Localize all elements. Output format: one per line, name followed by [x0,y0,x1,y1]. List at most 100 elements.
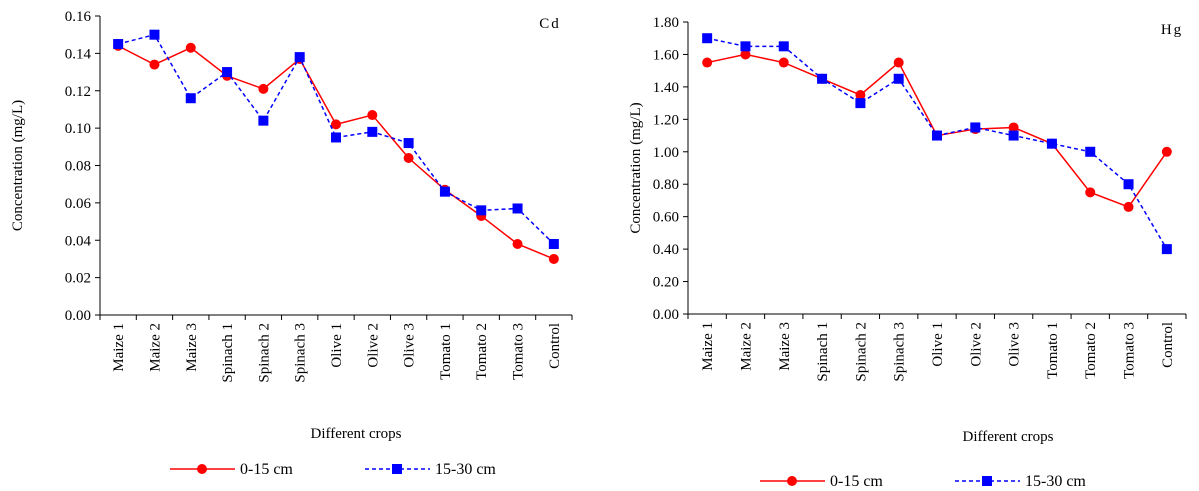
y-tick-label: 0.20 [653,275,679,291]
series-0-15cm-point [1123,201,1134,212]
y-tick-label: 1.00 [653,145,679,161]
chart-title: Cd [539,16,561,32]
series-15-30cm-point [548,238,559,249]
legend-label: 0-15 cm [240,461,293,478]
x-tick-label: Maize 1 [700,322,716,371]
y-tick-label: 1.80 [653,15,679,31]
x-tick-label: Olive 2 [968,322,984,367]
series-15-30cm-point [403,138,414,149]
y-tick-label: 0.00 [65,308,91,324]
series-15-30cm-point [817,73,828,84]
series-15-30cm-point [113,39,124,50]
x-tick-label: Olive 3 [1007,322,1023,367]
series-15-30cm-point [476,205,487,216]
y-tick-label: 0.10 [65,121,91,137]
y-tick-label: 0.02 [65,271,91,287]
series-15-30cm-point [185,93,196,104]
x-axis-title: Different crops [963,429,1054,445]
x-tick-label: Maize 3 [777,322,793,371]
x-tick-label: Tomato 1 [438,323,454,380]
series-15-30cm-point [1008,130,1019,141]
legend-marker [982,476,992,486]
series-15-30cm-point [149,29,160,40]
x-tick-label: Maize 1 [111,323,127,372]
series-15-30cm-point [970,122,981,133]
series-0-15cm-point [893,57,904,68]
series-15-30cm-point [702,33,713,44]
legend-marker [392,464,402,474]
x-tick-label: Control [1160,322,1176,368]
x-tick-label: Control [547,323,563,369]
series-15-30cm-point [855,98,866,109]
series-0-15cm-point [1085,187,1096,198]
series-15-30cm-point [331,132,341,143]
x-tick-label: Olive 3 [402,323,418,368]
x-tick-label: Olive 2 [365,323,381,368]
x-axis-title: Different crops [311,426,402,442]
x-tick-label: Tomato 1 [1045,322,1061,379]
series-0-15cm-point [778,57,789,68]
series-15-30cm-point [778,41,789,52]
series-15-30cm-point [294,52,305,63]
x-tick-label: Tomato 3 [511,323,527,380]
y-tick-label: 0.40 [653,242,679,258]
chart-panel-cd: 0.00 0.02 0.04 0.06 0.08 0.10 0.12 0.14 0.16 Maiz… [10,9,573,478]
legend-marker [197,464,207,474]
series-0-15cm-point [548,253,559,264]
y-tick-label: 1.40 [653,80,679,96]
series-0-15cm-point [258,83,269,94]
series-0-15cm-point [403,153,414,164]
y-tick-label: 0.16 [65,9,92,25]
series-0-15cm-point [702,57,713,68]
series-15-30cm-point [1123,179,1134,190]
x-tick-label: Tomato 3 [1122,322,1138,379]
series-0-15cm-point [740,49,751,60]
y-tick-label: 0.60 [653,210,679,226]
series-15-30cm-point [512,203,523,214]
series-0-15cm-point [512,238,523,249]
series-15-30cm-point [1161,244,1172,255]
x-tick-label: Maize 3 [184,323,200,372]
legend: 0-15 cm 15-30 cm [170,461,496,478]
y-tick-label: 0.80 [653,177,679,193]
y-tick-label: 0.14 [65,46,92,62]
y-axis-title: Concentration (mg/L) [10,100,26,231]
legend-marker [787,476,797,486]
series-15-30cm-point [1046,138,1057,149]
y-tick-label: 0.04 [65,233,92,249]
series-0-15cm-point [149,59,160,70]
series-15-30cm-point [740,41,751,52]
series-0-15cm-line [117,45,555,260]
y-axis-title: Concentration (mg/L) [628,102,644,233]
series-15-30cm-point [258,115,269,126]
series-15-30cm-point [222,67,233,78]
x-tick-label: Spinach 3 [293,323,309,383]
x-tick-label: Olive 1 [329,323,345,368]
legend: 0-15 cm 15-30 cm [760,473,1086,490]
series-0-15cm-point [367,110,378,121]
x-tick-label: Tomato 2 [474,323,490,380]
series-15-30cm-point [367,126,378,137]
series-15-30cm-line [706,37,1168,250]
series-0-15cm-point [331,119,341,130]
chart-title: Hg [1161,22,1183,38]
legend-label: 15-30 cm [1025,473,1086,490]
series-0-15cm-point [1008,122,1019,133]
x-tick-label: Maize 2 [738,322,754,371]
series-0-15cm-point [185,42,196,53]
series-0-15cm-point [1161,146,1172,157]
legend-label: 0-15 cm [830,473,883,490]
x-tick-label: Olive 1 [930,322,946,367]
y-tick-label: 1.60 [653,47,679,63]
y-tick-label: 0.08 [65,159,91,175]
x-tick-label: Maize 2 [147,323,163,372]
x-tick-label: Spinach 2 [853,322,869,382]
y-tick-label: 0.00 [653,307,679,323]
y-tick-label: 1.20 [653,112,679,128]
chart-panel-hg: 0.00 0.20 0.40 0.60 0.80 1.00 1.20 1.40 1.60 1.80… [628,15,1187,490]
legend-label: 15-30 cm [435,461,496,478]
x-tick-label: Spinach 1 [815,322,831,382]
series-15-30cm-point [439,186,450,197]
x-tick-label: Spinach 3 [892,322,908,382]
